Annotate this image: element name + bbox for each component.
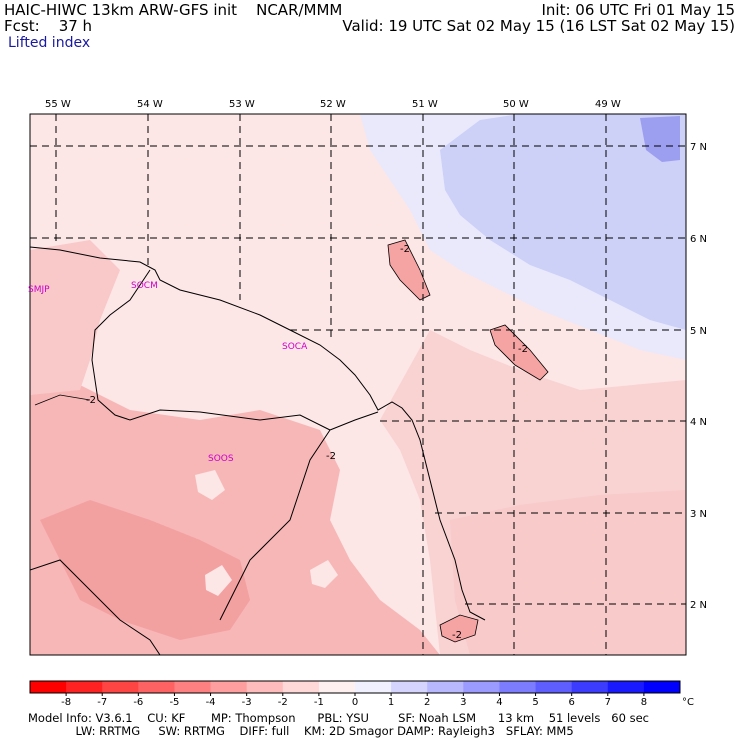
colorbar-tick-label: 0 — [352, 697, 358, 708]
colorbar-swatch — [174, 681, 212, 693]
lon-label: 50 W — [503, 99, 529, 110]
colorbar-swatch — [30, 681, 67, 693]
colorbar-tick-label: -8 — [61, 697, 71, 708]
map-frame — [29, 113, 687, 656]
lon-label: 55 W — [45, 99, 71, 110]
station-socm: SOCM — [131, 281, 158, 291]
border-suriname-fgu — [91, 269, 331, 431]
colorbar-tick-label: 5 — [532, 697, 538, 708]
colorbar-tick-label: -5 — [169, 697, 179, 708]
station-soos: SOOS — [208, 454, 234, 464]
colorbar: -8 -7 -6 -5 -4 -3 -2 -1 0 1 2 3 4 5 6 7 8 °C — [29, 680, 694, 708]
border-oyapock — [329, 411, 379, 431]
lat-label: 2 N — [690, 600, 707, 611]
colorbar-swatch — [102, 681, 139, 693]
contour-label: -2 — [86, 395, 96, 406]
colorbar-tick-label: 3 — [460, 697, 466, 708]
forecast-hour: Fcst: 37 h — [4, 17, 93, 35]
contour-label: -2 — [326, 451, 336, 462]
light-patch-1 — [195, 470, 225, 500]
colorbar-swatch — [282, 681, 320, 693]
lifted-index-field — [30, 114, 686, 655]
contour-minus2-line-west — [34, 394, 91, 406]
colorbar-swatch — [643, 681, 681, 693]
valid-time: Valid: 19 UTC Sat 02 May 15 (16 LST Sat … — [342, 17, 735, 35]
station-smjp: SMJP — [28, 285, 50, 295]
colorbar-tick-label: -2 — [278, 697, 288, 708]
interior-neg-strong — [40, 500, 250, 640]
contour-minus2-blob-2 — [489, 324, 549, 381]
contour-label: -2 — [452, 630, 462, 641]
coastal-band-inner — [450, 490, 686, 655]
colorbar-swatch — [607, 681, 645, 693]
footer-physics-info: LW: RRTMG SW: RRTMG DIFF: full KM: 2D Sm… — [28, 724, 574, 738]
colorbar-tick-label: 1 — [388, 697, 394, 708]
lon-label: 51 W — [412, 99, 438, 110]
colorbar-tick-label: -1 — [314, 697, 324, 708]
lat-label: 7 N — [690, 142, 707, 153]
lon-label: 54 W — [137, 99, 163, 110]
station-labels: SMJP SOCM SOCA SOOS — [28, 281, 308, 464]
colorbar-swatch — [499, 681, 537, 693]
colorbar-swatch — [427, 681, 464, 693]
colorbar-swatch — [571, 681, 609, 693]
colorbar-swatch — [138, 681, 175, 693]
colorbar-swatch — [318, 681, 356, 693]
model-title: HAIC-HIWC 13km ARW-GFS init NCAR/MMM — [4, 1, 343, 19]
colorbar-tick-label: 8 — [641, 697, 647, 708]
field-name: Lifted index — [8, 35, 91, 51]
station-soca: SOCA — [282, 342, 308, 352]
contour-label: -2 — [518, 344, 528, 355]
coastline — [30, 246, 486, 621]
lon-labels: 55 W 54 W 53 W 52 W 51 W 50 W 49 W — [45, 99, 621, 110]
colorbar-tick-label: -4 — [206, 697, 216, 708]
positive-area-strong — [640, 116, 680, 162]
border-fgu-brazil — [219, 429, 331, 621]
graticule — [30, 114, 686, 655]
lat-label: 6 N — [690, 234, 707, 245]
lat-label: 5 N — [690, 326, 707, 337]
colorbar-swatch — [355, 681, 392, 693]
contour-label: -2 — [400, 244, 410, 255]
lon-label: 52 W — [320, 99, 346, 110]
colorbar-swatch — [463, 681, 500, 693]
footer-model-info: Model Info: V3.6.1 CU: KF MP: Thompson P… — [28, 711, 649, 725]
west-area — [30, 240, 120, 395]
colorbar-tick-label: 6 — [568, 697, 574, 708]
lat-label: 3 N — [690, 509, 707, 520]
contour-labels: -2 -2 -2 -2 -2 — [86, 244, 528, 641]
lat-labels: 7 N 6 N 5 N 4 N 3 N 2 N — [690, 142, 707, 611]
colorbar-swatch — [66, 681, 103, 693]
contour-minus2-blob-3 — [439, 614, 479, 643]
lat-label: 4 N — [690, 417, 707, 428]
colorbar-swatch — [246, 681, 284, 693]
border-south — [30, 559, 161, 655]
colorbar-tick-label: 4 — [496, 697, 502, 708]
colorbar-tick-label: 2 — [424, 697, 430, 708]
light-patch-3 — [310, 560, 338, 588]
colorbar-swatch — [210, 681, 248, 693]
lon-label: 49 W — [595, 99, 621, 110]
colorbar-swatch — [535, 681, 573, 693]
positive-area-mid — [440, 114, 686, 330]
init-time: Init: 06 UTC Fri 01 May 15 — [541, 1, 735, 19]
lon-label: 53 W — [229, 99, 255, 110]
colorbar-unit: °C — [682, 697, 694, 708]
coastlines-borders — [30, 246, 486, 655]
colorbar-swatch — [391, 681, 428, 693]
contour-minus2-blob-1 — [387, 239, 431, 301]
colorbar-tick-label: 7 — [605, 697, 611, 708]
light-patch-2 — [205, 565, 232, 596]
colorbar-tick-label: -3 — [242, 697, 252, 708]
colorbar-tick-label: -7 — [97, 697, 107, 708]
colorbar-tick-label: -6 — [133, 697, 143, 708]
